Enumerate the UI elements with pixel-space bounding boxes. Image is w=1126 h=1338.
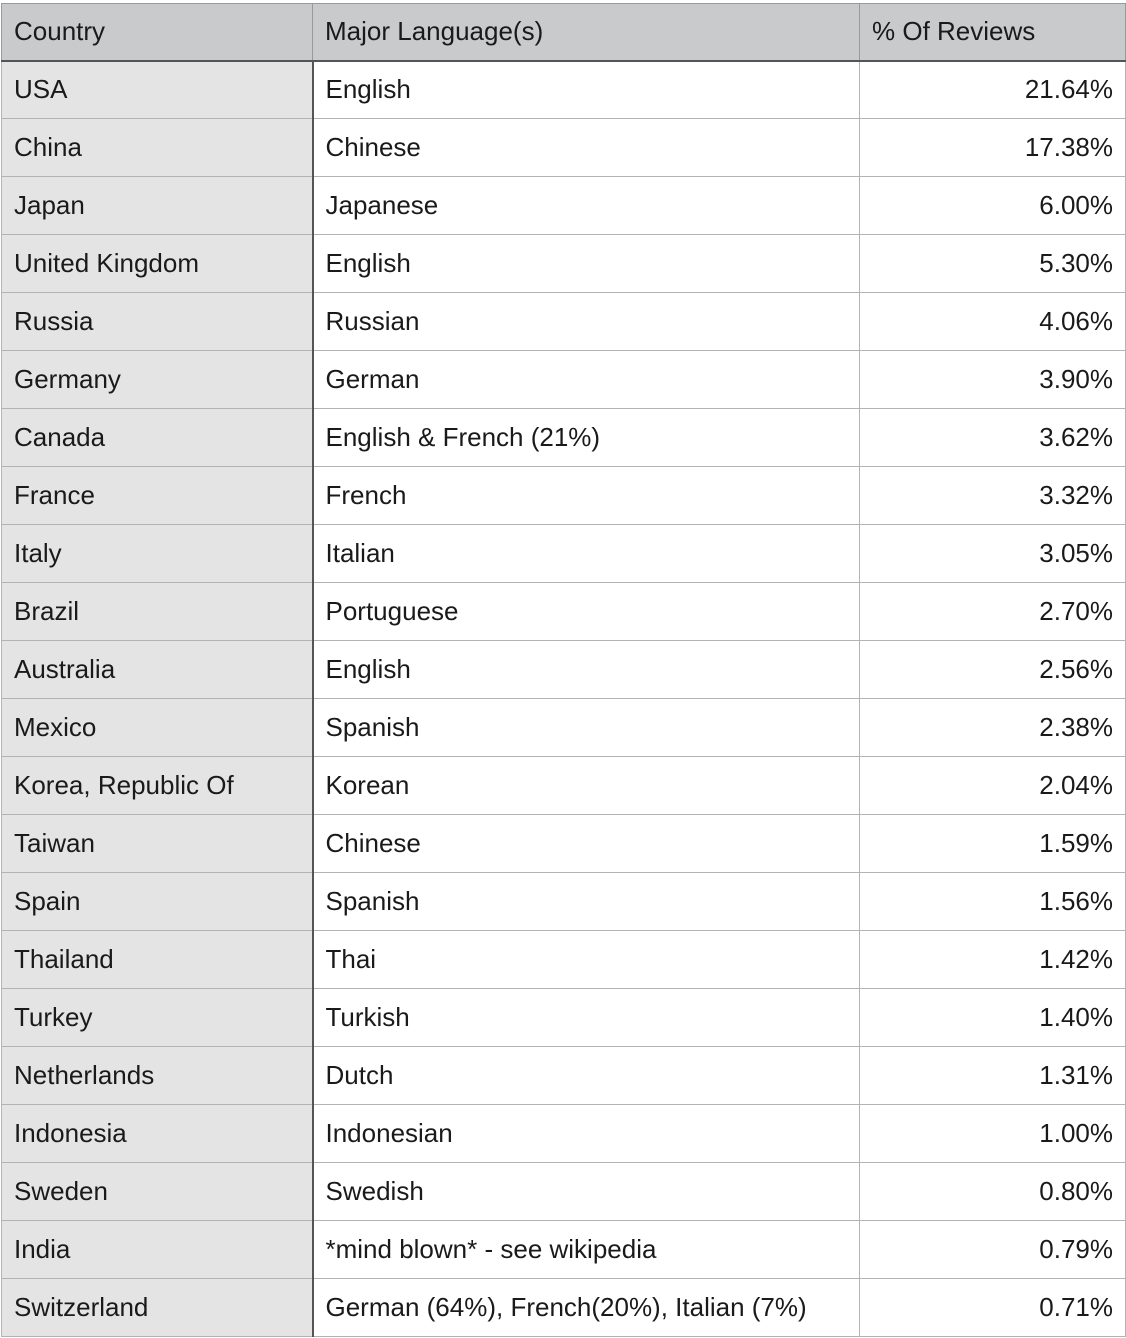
percent-cell[interactable]: 1.00% <box>859 1104 1126 1163</box>
table-row: China Chinese 17.38% <box>1 118 1126 177</box>
table-body: USA English 21.64% China Chinese 17.38% Japan J… <box>1 60 1126 1337</box>
percent-cell[interactable]: 0.79% <box>859 1220 1126 1279</box>
country-cell[interactable]: India <box>1 1220 314 1279</box>
percent-cell[interactable]: 1.40% <box>859 988 1126 1047</box>
country-cell[interactable]: Brazil <box>1 582 314 641</box>
language-cell[interactable]: Korean <box>312 756 860 815</box>
country-cell[interactable]: Turkey <box>1 988 314 1047</box>
language-cell[interactable]: German (64%), French(20%), Italian (7%) <box>312 1278 860 1337</box>
language-cell[interactable]: Russian <box>312 292 860 351</box>
percent-cell[interactable]: 4.06% <box>859 292 1126 351</box>
country-cell[interactable]: France <box>1 466 314 525</box>
language-cell[interactable]: Italian <box>312 524 860 583</box>
country-cell[interactable]: Indonesia <box>1 1104 314 1163</box>
table-row: Switzerland German (64%), French(20%), It… <box>1 1278 1126 1337</box>
percent-cell[interactable]: 2.56% <box>859 640 1126 699</box>
column-header-country[interactable]: Country <box>1 3 313 62</box>
table-row: Russia Russian 4.06% <box>1 292 1126 351</box>
column-header-percent-of-reviews[interactable]: % Of Reviews <box>859 3 1126 62</box>
language-cell[interactable]: English <box>312 60 860 119</box>
percent-cell[interactable]: 1.31% <box>859 1046 1126 1105</box>
percent-cell[interactable]: 3.62% <box>859 408 1126 467</box>
table-row: India *mind blown* - see wikipedia 0.79% <box>1 1220 1126 1279</box>
table-row: Indonesia Indonesian 1.00% <box>1 1104 1126 1163</box>
header-row: Country Major Language(s) % Of Reviews <box>1 3 1126 62</box>
percent-cell[interactable]: 3.32% <box>859 466 1126 525</box>
table-row: United Kingdom English 5.30% <box>1 234 1126 293</box>
country-cell[interactable]: Sweden <box>1 1162 314 1221</box>
table-row: Japan Japanese 6.00% <box>1 176 1126 235</box>
table-row: Sweden Swedish 0.80% <box>1 1162 1126 1221</box>
country-cell[interactable]: Switzerland <box>1 1278 314 1337</box>
table-row: Netherlands Dutch 1.31% <box>1 1046 1126 1105</box>
language-cell[interactable]: Japanese <box>312 176 860 235</box>
country-cell[interactable]: Spain <box>1 872 314 931</box>
language-cell[interactable]: Dutch <box>312 1046 860 1105</box>
language-cell[interactable]: Portuguese <box>312 582 860 641</box>
country-cell[interactable]: Russia <box>1 292 314 351</box>
percent-cell[interactable]: 5.30% <box>859 234 1126 293</box>
table-row: Taiwan Chinese 1.59% <box>1 814 1126 873</box>
country-cell[interactable]: USA <box>1 60 314 119</box>
percent-cell[interactable]: 2.38% <box>859 698 1126 757</box>
language-cell[interactable]: English <box>312 234 860 293</box>
country-cell[interactable]: United Kingdom <box>1 234 314 293</box>
language-cell[interactable]: Indonesian <box>312 1104 860 1163</box>
table-row: Spain Spanish 1.56% <box>1 872 1126 931</box>
language-cell[interactable]: Spanish <box>312 872 860 931</box>
language-cell[interactable]: English & French (21%) <box>312 408 860 467</box>
country-cell[interactable]: Thailand <box>1 930 314 989</box>
language-cell[interactable]: Chinese <box>312 118 860 177</box>
table-row: Thailand Thai 1.42% <box>1 930 1126 989</box>
percent-cell[interactable]: 2.04% <box>859 756 1126 815</box>
percent-cell[interactable]: 1.59% <box>859 814 1126 873</box>
country-cell[interactable]: Italy <box>1 524 314 583</box>
language-cell[interactable]: Spanish <box>312 698 860 757</box>
table-row: Mexico Spanish 2.38% <box>1 698 1126 757</box>
percent-cell[interactable]: 1.56% <box>859 872 1126 931</box>
table-row: Australia English 2.56% <box>1 640 1126 699</box>
language-cell[interactable]: Thai <box>312 930 860 989</box>
percent-cell[interactable]: 17.38% <box>859 118 1126 177</box>
percent-cell[interactable]: 21.64% <box>859 60 1126 119</box>
language-cell[interactable]: Chinese <box>312 814 860 873</box>
table-header: Country Major Language(s) % Of Reviews <box>1 3 1126 62</box>
percent-cell[interactable]: 0.71% <box>859 1278 1126 1337</box>
country-cell[interactable]: Australia <box>1 640 314 699</box>
language-cell[interactable]: Swedish <box>312 1162 860 1221</box>
table-row: USA English 21.64% <box>1 60 1126 119</box>
table-row: Germany German 3.90% <box>1 350 1126 409</box>
country-cell[interactable]: Canada <box>1 408 314 467</box>
country-cell[interactable]: Japan <box>1 176 314 235</box>
percent-cell[interactable]: 2.70% <box>859 582 1126 641</box>
table-row: Italy Italian 3.05% <box>1 524 1126 583</box>
percent-cell[interactable]: 3.90% <box>859 350 1126 409</box>
percent-cell[interactable]: 6.00% <box>859 176 1126 235</box>
table-row: Brazil Portuguese 2.70% <box>1 582 1126 641</box>
table-row: Korea, Republic Of Korean 2.04% <box>1 756 1126 815</box>
table-row: Turkey Turkish 1.40% <box>1 988 1126 1047</box>
country-cell[interactable]: Korea, Republic Of <box>1 756 314 815</box>
country-cell[interactable]: Taiwan <box>1 814 314 873</box>
table-row: France French 3.32% <box>1 466 1126 525</box>
column-header-major-languages[interactable]: Major Language(s) <box>312 3 860 62</box>
language-cell[interactable]: French <box>312 466 860 525</box>
language-cell[interactable]: *mind blown* - see wikipedia <box>312 1220 860 1279</box>
language-cell[interactable]: Turkish <box>312 988 860 1047</box>
table-row: Canada English & French (21%) 3.62% <box>1 408 1126 467</box>
language-cell[interactable]: English <box>312 640 860 699</box>
language-cell[interactable]: German <box>312 350 860 409</box>
country-cell[interactable]: Netherlands <box>1 1046 314 1105</box>
country-cell[interactable]: China <box>1 118 314 177</box>
percent-cell[interactable]: 1.42% <box>859 930 1126 989</box>
country-cell[interactable]: Germany <box>1 350 314 409</box>
country-cell[interactable]: Mexico <box>1 698 314 757</box>
country-language-table: Country Major Language(s) % Of Reviews U… <box>1 3 1126 1337</box>
percent-cell[interactable]: 3.05% <box>859 524 1126 583</box>
percent-cell[interactable]: 0.80% <box>859 1162 1126 1221</box>
